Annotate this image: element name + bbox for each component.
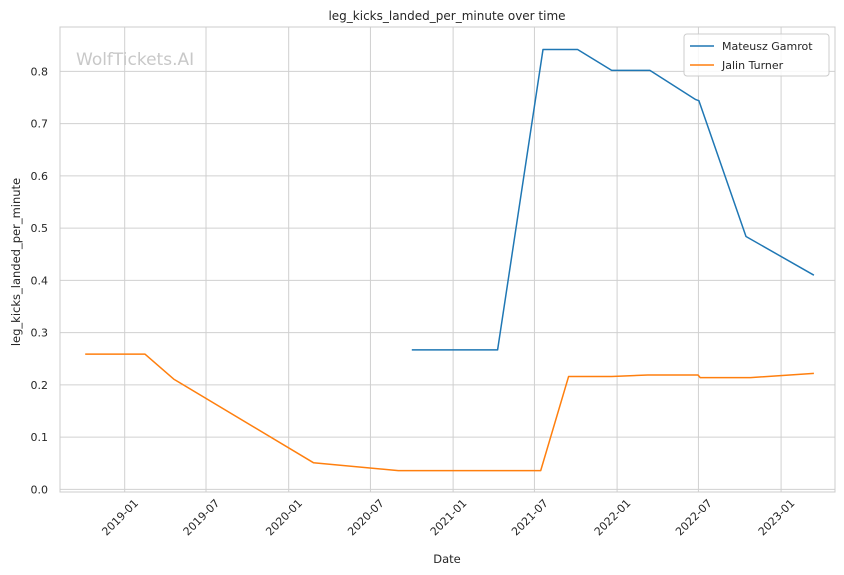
chart-title: leg_kicks_landed_per_minute over time [328,9,565,23]
y-tick-label: 0.4 [31,274,49,287]
x-tick-label: 2019-07 [181,497,223,539]
x-tick-label: 2020-01 [263,497,305,539]
tick-labels: 0.0 0.1 0.2 0.3 0.4 0.5 0.6 0.7 0.8 2019-01 2019-0… [31,65,798,538]
y-tick-label: 0.1 [31,431,49,444]
x-axis-label: Date [433,552,461,566]
legend-label: Jalin Turner [721,59,784,72]
y-tick-label: 0.0 [31,483,49,496]
x-tick-label: 2019-01 [99,497,141,539]
plot-area [59,26,836,493]
y-tick-label: 0.5 [31,222,49,235]
x-tick-label: 2022-07 [673,497,715,539]
watermark-text: WolfTickets.AI [76,50,194,70]
x-tick-label: 2020-07 [345,497,387,539]
grid-layer [60,27,835,492]
y-tick-label: 0.6 [31,170,49,183]
legend-box [683,33,830,77]
y-axis-label: leg_kicks_landed_per_minute [9,178,23,346]
x-tick-label: 2021-01 [428,497,470,539]
x-tick-label: 2023-01 [756,497,798,539]
y-tick-label: 0.2 [31,379,49,392]
y-tick-label: 0.8 [31,65,49,78]
y-tick-label: 0.3 [31,327,49,340]
series-line [411,48,815,351]
x-tick-label: 2021-07 [509,497,551,539]
series-layer [85,48,815,472]
legend: Mateusz Gamrot Jalin Turner [683,33,830,77]
x-tick-label: 2022-01 [592,497,634,539]
series-line [85,353,814,472]
legend-label: Mateusz Gamrot [722,40,813,53]
y-tick-label: 0.7 [31,118,49,131]
